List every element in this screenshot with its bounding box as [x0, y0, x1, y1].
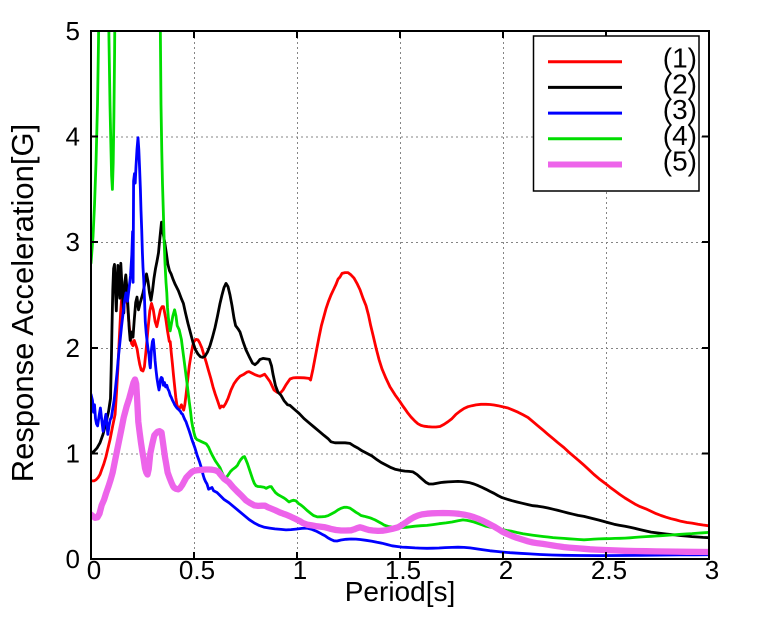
svg-text:2: 2	[499, 555, 513, 585]
svg-text:(4): (4)	[663, 120, 697, 151]
svg-text:Period[s]: Period[s]	[345, 576, 456, 607]
svg-text:(5): (5)	[663, 146, 697, 177]
svg-text:0.5: 0.5	[179, 555, 215, 585]
svg-text:1: 1	[293, 555, 307, 585]
svg-text:2.5: 2.5	[591, 555, 627, 585]
svg-text:3: 3	[705, 555, 719, 585]
svg-text:(3): (3)	[663, 94, 697, 125]
svg-text:5: 5	[66, 16, 80, 46]
svg-text:0: 0	[66, 544, 80, 574]
svg-text:4: 4	[66, 122, 80, 152]
svg-text:2: 2	[66, 333, 80, 363]
svg-text:(2): (2)	[663, 68, 697, 99]
svg-text:0: 0	[87, 555, 101, 585]
svg-text:1: 1	[66, 438, 80, 468]
svg-text:1.5: 1.5	[385, 555, 421, 585]
svg-text:Response Acceleration[G]: Response Acceleration[G]	[5, 124, 40, 482]
svg-text:3: 3	[66, 227, 80, 257]
svg-text:(1): (1)	[663, 43, 697, 74]
